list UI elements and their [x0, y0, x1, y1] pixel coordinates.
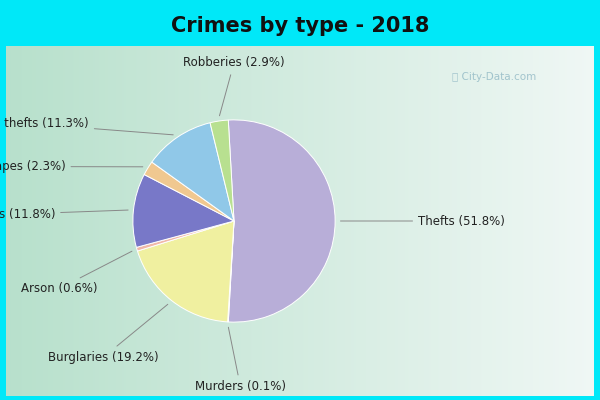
Text: Rapes (2.3%): Rapes (2.3%) — [0, 160, 143, 173]
Wedge shape — [133, 174, 234, 247]
Text: Arson (0.6%): Arson (0.6%) — [22, 251, 132, 295]
Text: Crimes by type - 2018: Crimes by type - 2018 — [171, 16, 429, 36]
Text: Robberies (2.9%): Robberies (2.9%) — [183, 56, 285, 116]
Wedge shape — [137, 221, 234, 322]
Wedge shape — [144, 162, 234, 221]
Text: ⓘ City-Data.com: ⓘ City-Data.com — [452, 72, 536, 82]
Text: Assaults (11.8%): Assaults (11.8%) — [0, 208, 128, 221]
Text: Murders (0.1%): Murders (0.1%) — [195, 327, 286, 394]
Wedge shape — [210, 120, 234, 221]
Wedge shape — [136, 221, 234, 251]
Wedge shape — [228, 120, 335, 322]
Text: Thefts (51.8%): Thefts (51.8%) — [340, 214, 505, 228]
Wedge shape — [152, 123, 234, 221]
Text: Burglaries (19.2%): Burglaries (19.2%) — [48, 304, 168, 364]
Text: Auto thefts (11.3%): Auto thefts (11.3%) — [0, 117, 173, 135]
Wedge shape — [227, 221, 234, 322]
